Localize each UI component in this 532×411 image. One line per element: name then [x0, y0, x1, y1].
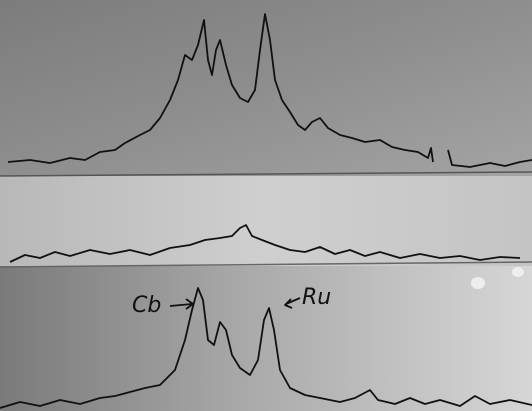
annotation-cb: Cb: [132, 293, 161, 318]
annotation-ru: Ru: [302, 285, 331, 310]
panel-top: [0, 0, 532, 176]
spot: [512, 267, 524, 277]
spectrum-photo: Cb Ru: [0, 0, 532, 411]
page: {"annotations": {"cb": "Cb", "ru": "Ru"}…: [0, 0, 532, 411]
panel-bottom: [0, 266, 532, 411]
spot: [471, 277, 485, 289]
